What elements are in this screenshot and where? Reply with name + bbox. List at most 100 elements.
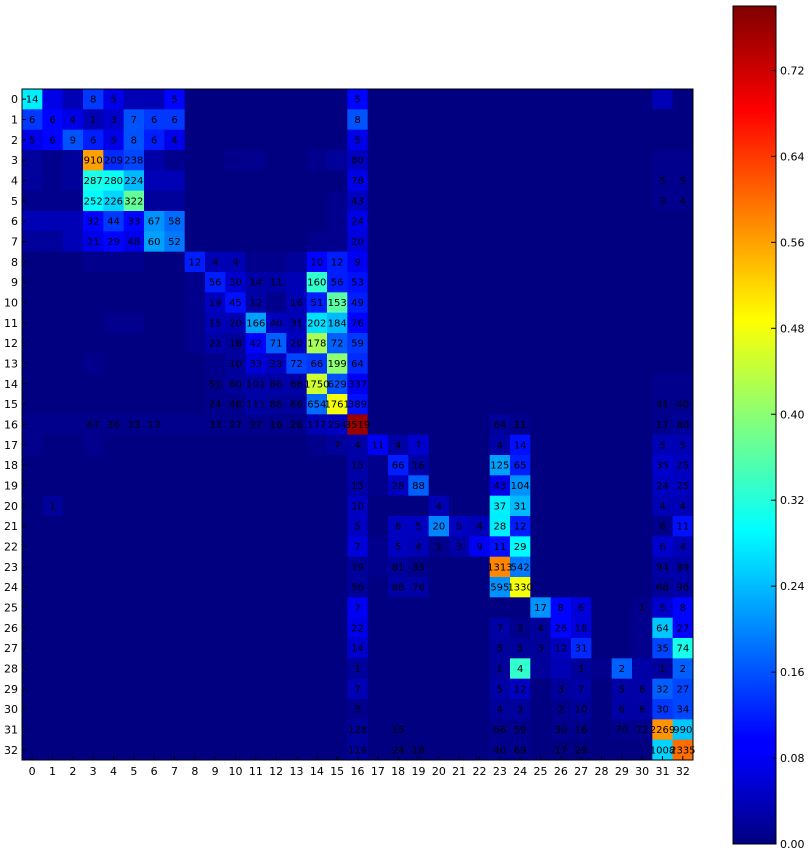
cell-label: 5	[171, 95, 177, 106]
heatmap-cell-31-29	[611, 719, 633, 741]
heatmap-cell-9-5	[123, 272, 145, 293]
cell-label: 2335	[670, 745, 695, 756]
cell-label: 6	[29, 115, 35, 126]
heatmap-cell-21-27	[571, 516, 592, 537]
heatmap-cell-14-15	[327, 373, 348, 395]
heatmap-cell-7-18	[388, 231, 409, 253]
heatmap-cell-28-24	[510, 658, 531, 680]
heatmap-cell-18-16	[347, 455, 369, 476]
heatmap-cell-0-19	[408, 89, 430, 110]
heatmap-cell-9-1	[42, 272, 64, 293]
cell-label: 5	[659, 176, 665, 187]
y-tick-label: 9	[11, 276, 18, 289]
heatmap-cell-32-1	[42, 739, 64, 761]
heatmap-cell-12-29	[611, 333, 633, 354]
heatmap-cell-31-12	[266, 719, 287, 741]
colorbar-tick-label: 0.72	[780, 64, 805, 77]
heatmap-cell-3-17	[367, 150, 389, 171]
heatmap-cell-4-18	[388, 170, 409, 192]
heatmap-cell-20-8	[184, 495, 206, 517]
heatmap-cell-17-22	[469, 434, 491, 456]
cell-label: 3	[456, 542, 462, 553]
y-tick-label: 22	[4, 541, 18, 554]
heatmap-cell-15-16	[347, 394, 369, 415]
heatmap-cell-30-8	[184, 699, 206, 720]
cell-label: 6	[619, 705, 625, 716]
cell-label: 8	[131, 135, 137, 146]
cell-label: 27	[229, 420, 242, 431]
heatmap-cell-15-25	[530, 394, 552, 415]
heatmap-cell-16-17	[367, 414, 389, 436]
heatmap-cell-14-7	[164, 373, 186, 395]
heatmap-cell-9-3	[83, 272, 104, 293]
heatmap-cell-11-9	[205, 312, 226, 334]
heatmap-cell-18-22	[469, 455, 491, 476]
heatmap-cell-0-10	[225, 89, 247, 110]
cell-label: 7	[415, 440, 421, 451]
heatmap-cell-26-25	[530, 617, 552, 639]
heatmap-cell-27-22	[469, 638, 491, 659]
cell-label: 76	[412, 583, 425, 594]
heatmap-cell-23-29	[611, 556, 633, 578]
heatmap-cell-20-2	[62, 495, 84, 517]
cell-label: 4	[497, 440, 503, 451]
heatmap-cell-32-22	[469, 739, 491, 761]
heatmap-cell-21-11	[245, 516, 267, 537]
heatmap-cell-28-9	[205, 658, 226, 680]
heatmap-cell-28-15	[327, 658, 348, 680]
heatmap-cell-19-5	[123, 475, 145, 497]
heatmap-cell-15-7	[164, 394, 186, 415]
cell-label: 4	[395, 440, 401, 451]
cell-label: 48	[127, 237, 140, 248]
heatmap-cell-24-18	[388, 577, 409, 598]
heatmap-cell-13-12	[266, 353, 287, 375]
heatmap-cell-0-15	[327, 89, 348, 110]
heatmap-cell-21-21	[449, 516, 470, 537]
heatmap-cell-15-29	[611, 394, 633, 415]
heatmap-cell-28-12	[266, 658, 287, 680]
heatmap-cell-20-29	[611, 495, 633, 517]
heatmap-cell-4-1	[42, 170, 64, 192]
cell-label: 12	[249, 298, 262, 309]
cell-label: 7	[354, 684, 360, 695]
cell-label: 4	[517, 664, 523, 675]
cell-label: 28	[493, 522, 506, 533]
heatmap-cell-12-30	[632, 333, 653, 354]
heatmap-cell-31-19	[408, 719, 430, 741]
heatmap-cell-24-24	[510, 577, 531, 598]
cell-label: 22	[351, 623, 364, 634]
heatmap-cell-13-28	[591, 353, 613, 375]
heatmap-cell-26-27	[571, 617, 592, 639]
cell-label: 9	[70, 135, 76, 146]
heatmap-cell-29-26	[550, 678, 572, 700]
heatmap-cell-30-29	[611, 699, 633, 720]
heatmap-cell-1-19	[408, 109, 430, 131]
heatmap-cell-26-15	[327, 617, 348, 639]
heatmap-cell-27-32	[672, 638, 694, 659]
heatmap-cell-29-14	[306, 678, 328, 700]
heatmap-cell-24-32	[672, 577, 694, 598]
heatmap-cell-4-19	[408, 170, 430, 192]
heatmap-cell-29-32	[672, 678, 694, 700]
heatmap-cell-1-7	[164, 109, 186, 131]
heatmap-cell-31-16	[347, 719, 369, 741]
heatmap-cell-31-10	[225, 719, 247, 741]
heatmap-cell-30-24	[510, 699, 531, 720]
heatmap-cell-22-30	[632, 536, 653, 558]
cell-label: 18	[412, 745, 425, 756]
heatmap-cell-20-19	[408, 495, 430, 517]
heatmap-cell-8-12	[266, 251, 287, 273]
heatmap-cell-24-7	[164, 577, 186, 598]
heatmap-cell-5-0	[22, 190, 43, 212]
heatmap-cell-14-26	[550, 373, 572, 395]
y-tick-label: 13	[4, 358, 18, 371]
cell-label: 31	[290, 318, 303, 329]
heatmap-cell-2-30	[632, 129, 653, 151]
heatmap-cell-27-23	[489, 638, 511, 659]
heatmap-cell-3-0	[22, 150, 43, 171]
cell-label: 67	[87, 420, 100, 431]
heatmap-cell-31-22	[469, 719, 491, 741]
heatmap-cell-13-24	[510, 353, 531, 375]
heatmap-cell-26-19	[408, 617, 430, 639]
cell-label: 6	[639, 705, 645, 716]
